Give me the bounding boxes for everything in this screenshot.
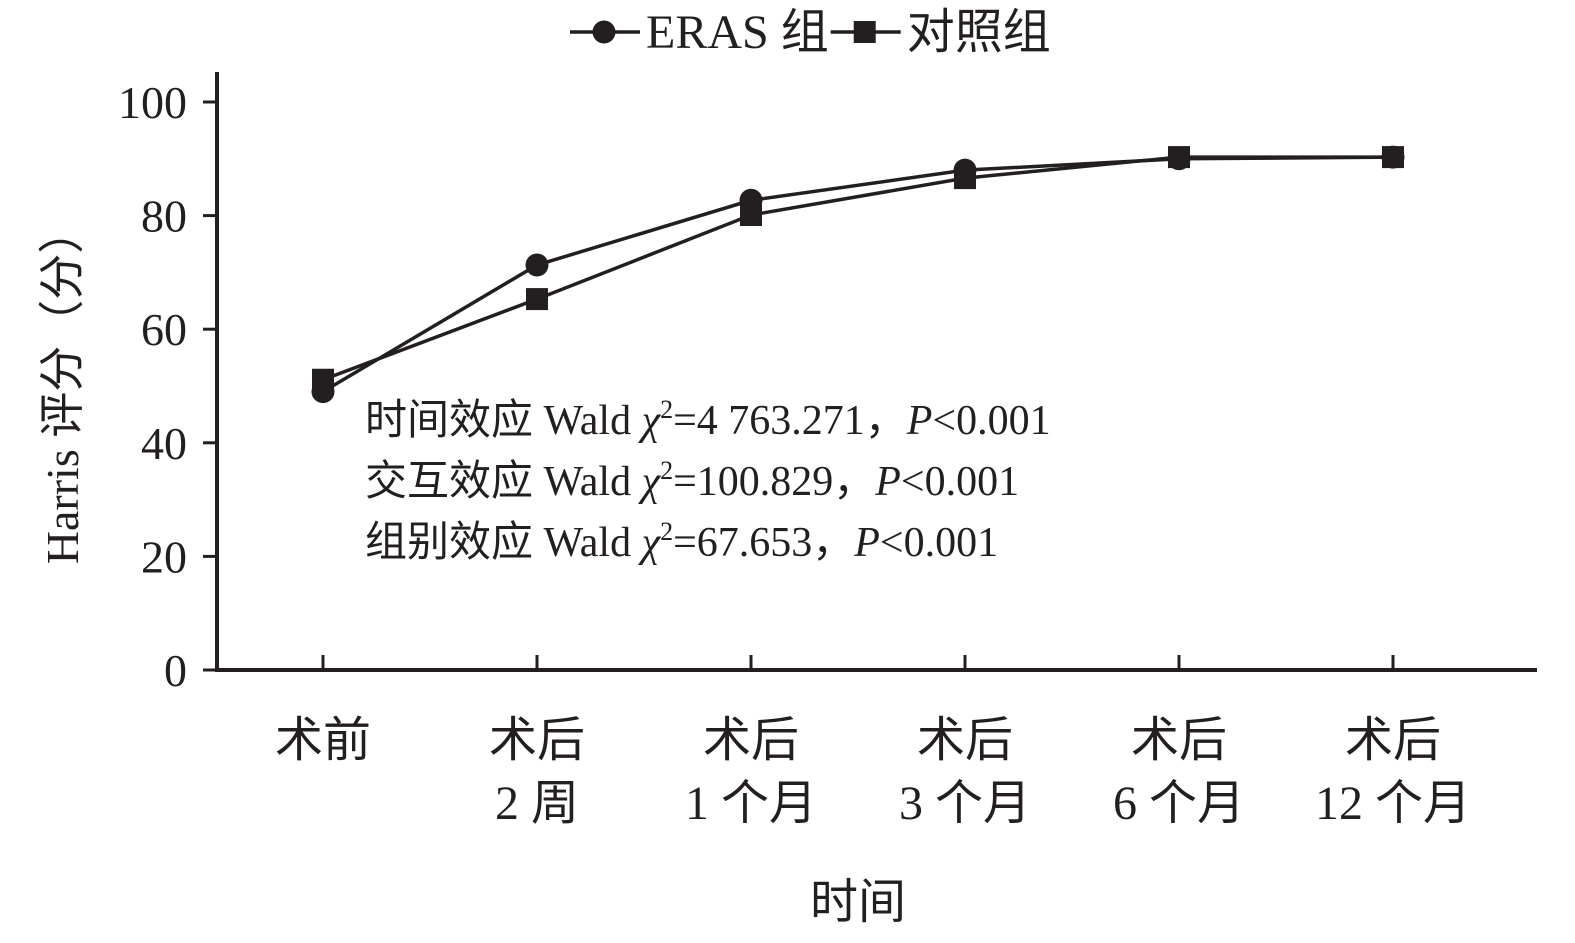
annotation-part: <0.001 (901, 459, 1019, 505)
annotation-part: χ (638, 520, 662, 566)
annotation: 组别效应 Wald χ2=67.653，P<0.001 (365, 517, 998, 566)
marker (525, 253, 549, 277)
x-tick-label: 6 个月 (1113, 777, 1245, 830)
y-tick-label: 80 (141, 191, 187, 242)
annotation-part: <0.001 (932, 398, 1050, 444)
y-tick-label: 100 (118, 77, 187, 128)
x-axis-label: 时间 (810, 876, 906, 929)
x-tick-label: 术前 (275, 714, 371, 767)
annotation-part: =67.653， (673, 520, 854, 566)
x-tick-label: 1 个月 (685, 777, 817, 830)
x-tick-label: 术后 (703, 714, 799, 767)
annotation-part: 组别效应 Wald (365, 519, 642, 566)
x-tick-label: 术后 (1131, 714, 1227, 767)
y-tick-label: 60 (141, 304, 187, 355)
legend-label: ERAS 组 (646, 6, 829, 59)
x-tick-label: 2 周 (495, 777, 579, 830)
marker (740, 204, 762, 227)
x-tick-label: 术后 (489, 714, 585, 767)
marker (1168, 146, 1190, 169)
annotation-part: χ (638, 398, 662, 444)
annotation-part: <0.001 (880, 520, 998, 566)
annotation-part: 2 (660, 517, 673, 546)
legend-label: 对照组 (907, 6, 1051, 59)
y-tick-label: 40 (141, 418, 187, 469)
x-tick-label: 术后 (1345, 714, 1441, 767)
marker (312, 368, 334, 391)
annotation-part: 2 (660, 395, 673, 424)
annotation-part: 时间效应 Wald (365, 397, 642, 444)
annotation-part: =100.829， (673, 459, 875, 505)
annotation-part: 2 (660, 456, 673, 485)
x-tick-label: 术后 (917, 714, 1013, 767)
annotation: 交互效应 Wald χ2=100.829，P<0.001 (365, 456, 1019, 505)
y-axis-label: Harris 评分（分） (37, 208, 88, 564)
y-tick-label: 0 (164, 645, 187, 696)
marker (592, 20, 616, 44)
annotation-part: P (853, 520, 880, 566)
annotation-part: =4 763.271， (673, 398, 907, 444)
marker (954, 167, 976, 190)
series-line (322, 155, 1393, 382)
annotation-part: χ (638, 459, 662, 505)
marker (853, 21, 876, 43)
y-tick-label: 20 (141, 531, 187, 582)
marker (526, 288, 548, 311)
x-tick-label: 3 个月 (899, 777, 1031, 830)
annotation: 时间效应 Wald χ2=4 763.271，P<0.001 (365, 395, 1051, 444)
series-line (322, 155, 1394, 394)
annotation-part: P (906, 398, 933, 444)
annotation-part: P (874, 459, 901, 505)
marker (1382, 146, 1404, 169)
annotation-part: 交互效应 Wald (365, 458, 642, 505)
x-tick-label: 12 个月 (1315, 777, 1471, 830)
